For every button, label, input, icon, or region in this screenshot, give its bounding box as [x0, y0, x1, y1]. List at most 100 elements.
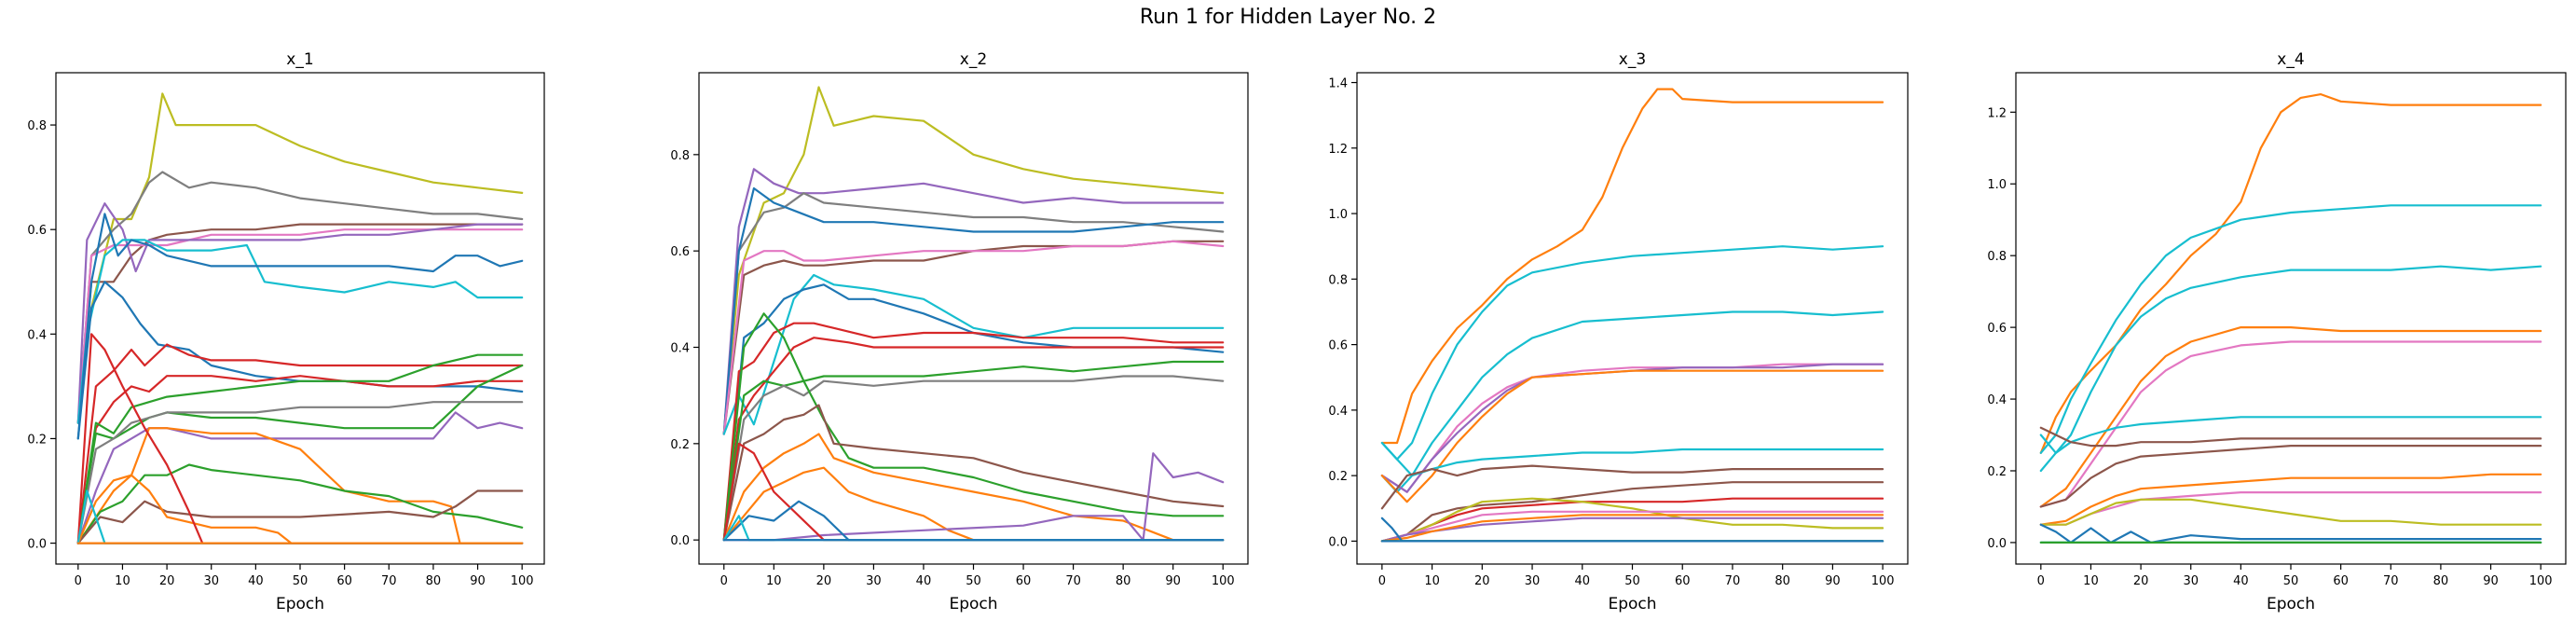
x-tick-label: 100: [511, 574, 534, 588]
series-line-4: [722, 186, 1225, 435]
series-line-16: [76, 463, 524, 544]
series-line-10: [722, 337, 1225, 542]
x-axis-label: Epoch: [949, 595, 997, 613]
y-tick-label: 0.2: [670, 438, 690, 452]
series-line-15: [722, 433, 1225, 542]
x-tick-label: 60: [1016, 574, 1032, 588]
series-line-6: [2039, 416, 2542, 454]
series-line-6: [722, 240, 1225, 435]
series-line-11: [1380, 497, 1884, 543]
x-tick-label: 50: [966, 574, 981, 588]
y-tick-label: 0.2: [27, 433, 47, 447]
y-tick-label: 0.4: [670, 342, 690, 356]
series-line-13: [722, 312, 1225, 542]
y-tick-label: 0.8: [670, 149, 690, 163]
series-line-2: [722, 168, 1225, 435]
subplot-title: x_1: [286, 50, 313, 69]
x-tick-label: 60: [1675, 574, 1691, 588]
x-tick-label: 30: [866, 574, 882, 588]
series-line-3: [2039, 265, 2542, 473]
x-tick-label: 90: [1825, 574, 1841, 588]
y-tick-label: 0.4: [27, 328, 47, 342]
series-line-3: [76, 223, 524, 424]
x-tick-label: 50: [1624, 574, 1640, 588]
y-tick-label: 0.2: [1987, 465, 2007, 479]
series-line-17: [722, 452, 1225, 542]
series-line-11: [722, 360, 1225, 542]
x-tick-label: 10: [766, 574, 782, 588]
x-tick-label: 90: [2483, 574, 2499, 588]
subplot-2: 0 10 20 30 40 50 60 70 80 90 100 0.0 0.2 0.4 0.6 0.8 x_2…: [670, 50, 1249, 613]
series-line-2: [76, 171, 524, 424]
series-line-14: [76, 411, 524, 544]
subplot-1: 0 10 20 30 40 50 60 70 80 90 100 0.0 0.2 0.4 0.6 0.8 x_1…: [27, 50, 545, 613]
series-line-5: [76, 202, 524, 424]
y-tick-label: 0.8: [27, 119, 47, 133]
y-tick-label: 1.0: [1987, 178, 2007, 192]
series-line-13: [76, 401, 524, 544]
y-tick-label: 1.2: [1987, 106, 2007, 120]
x-tick-label: 10: [1424, 574, 1440, 588]
x-tick-label: 40: [1574, 574, 1590, 588]
series-line-7: [76, 213, 524, 440]
y-tick-label: 0.0: [1328, 535, 1348, 549]
series-line-10: [76, 375, 524, 544]
plot-frame: [698, 72, 1249, 565]
series-line-7: [722, 273, 1225, 435]
x-tick-label: 30: [1525, 574, 1541, 588]
series-line-1: [76, 92, 524, 424]
x-tick-label: 20: [2133, 574, 2149, 588]
x-tick-label: 60: [2333, 574, 2349, 588]
x-tick-label: 80: [426, 574, 442, 588]
series-line-19: [76, 333, 524, 544]
series-line-12: [2039, 523, 2542, 544]
x-tick-label: 100: [2529, 574, 2553, 588]
series-line-8: [2039, 445, 2542, 508]
x-tick-label: 20: [1474, 574, 1490, 588]
y-tick-label: 0.0: [1987, 537, 2007, 551]
y-tick-label: 0.0: [27, 538, 47, 552]
x-tick-label: 70: [1065, 574, 1081, 588]
x-tick-label: 20: [816, 574, 832, 588]
y-tick-label: 1.2: [1328, 143, 1348, 157]
series-line-6: [76, 239, 524, 424]
series-line-9: [76, 343, 524, 544]
x-tick-label: 0: [720, 574, 728, 588]
x-tick-label: 70: [1725, 574, 1741, 588]
series-line-16: [722, 466, 1225, 542]
x-tick-label: 100: [1212, 574, 1235, 588]
x-tick-label: 80: [1774, 574, 1790, 588]
y-tick-label: 0.6: [670, 245, 690, 259]
series-line-7: [2039, 426, 2542, 448]
series-line-18: [76, 474, 524, 544]
y-tick-label: 0.0: [670, 534, 690, 548]
x-tick-label: 80: [2433, 574, 2449, 588]
x-tick-label: 90: [1165, 574, 1181, 588]
x-tick-label: 0: [1378, 574, 1386, 588]
y-tick-label: 0.6: [1328, 339, 1348, 353]
x-axis-label: Epoch: [1608, 595, 1656, 613]
series-line-3: [1380, 310, 1884, 493]
series-line-5: [2039, 340, 2542, 508]
series-line-1: [1380, 88, 1884, 445]
series-line-9: [722, 322, 1225, 542]
x-tick-label: 30: [203, 574, 219, 588]
y-tick-label: 0.2: [1328, 470, 1348, 484]
series-line-1: [2039, 93, 2542, 454]
y-tick-label: 0.8: [1987, 250, 2007, 264]
series-line-17: [76, 489, 524, 544]
y-tick-label: 0.4: [1328, 405, 1348, 419]
subplot-title: x_4: [2277, 50, 2304, 69]
x-tick-label: 50: [293, 574, 308, 588]
series-line-9: [1380, 481, 1884, 543]
y-tick-label: 1.4: [1328, 77, 1348, 91]
x-tick-label: 20: [159, 574, 175, 588]
series-line-4: [2039, 326, 2542, 508]
series-line-8: [1380, 464, 1884, 510]
x-tick-label: 70: [2383, 574, 2399, 588]
x-tick-label: 30: [2183, 574, 2199, 588]
x-tick-label: 40: [248, 574, 264, 588]
series-line-3: [722, 192, 1225, 435]
series-line-12: [722, 375, 1225, 542]
